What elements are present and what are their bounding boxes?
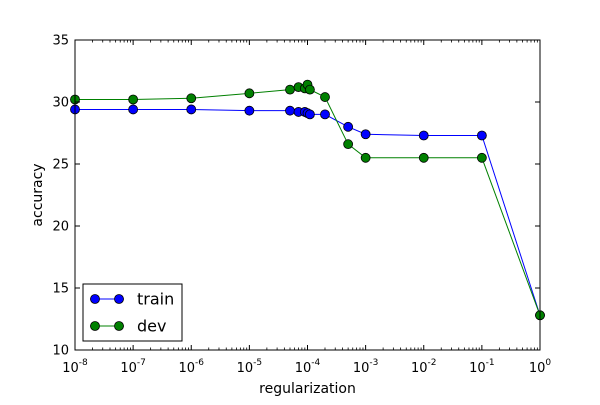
y-tick-label: 35 [52, 34, 69, 49]
x-axis-label: regularization [259, 381, 356, 397]
data-point-1-13 [476, 152, 487, 163]
data-point-1-8 [305, 84, 315, 95]
data-point-1-4 [285, 84, 295, 95]
y-axis-label: accuracy [30, 163, 46, 226]
data-point-1-10 [343, 139, 354, 150]
data-point-0-4 [285, 105, 295, 116]
data-point-0-9 [320, 109, 330, 120]
data-point-0-1 [128, 104, 139, 115]
y-tick-label: 25 [52, 158, 69, 173]
x-tick-label: 10-3 [353, 358, 379, 376]
x-tick-label: 10-5 [237, 358, 263, 376]
y-tick-label: 15 [52, 282, 69, 297]
data-point-1-11 [360, 152, 371, 163]
legend: train dev [82, 283, 183, 342]
legend-marker-1 [90, 321, 100, 331]
legend-marker-1 [114, 321, 124, 331]
x-tick-label: 10-7 [120, 358, 146, 376]
x-axis-ticks: 10-8 10-7 10-6 10-5 10-4 10-3 10-2 10-1 100 [62, 40, 551, 376]
data-point-0-2 [186, 104, 197, 115]
data-point-1-12 [418, 152, 429, 163]
y-tick-label: 20 [52, 220, 69, 235]
legend-box [82, 283, 183, 342]
data-point-0-13 [476, 130, 487, 141]
data-point-0-11 [360, 129, 371, 140]
series-line-1 [75, 83, 541, 316]
data-point-1-9 [320, 92, 330, 102]
legend-marker-0 [114, 294, 124, 304]
x-tick-label: 100 [529, 358, 552, 376]
y-tick-label: 30 [52, 96, 69, 111]
legend-label-0: train [137, 290, 174, 309]
x-tick-label: 10-1 [469, 358, 495, 376]
data-point-0-8 [305, 109, 315, 120]
x-tick-label: 10-4 [295, 358, 321, 376]
x-tick-label: 10-2 [411, 358, 437, 376]
data-point-0-10 [343, 121, 354, 132]
data-point-0-12 [418, 130, 429, 141]
y-axis-ticks: 10 15 20 25 30 35 [52, 34, 540, 359]
data-point-1-3 [244, 88, 255, 99]
y-tick-label: 10 [52, 344, 69, 359]
chart-marks [70, 79, 545, 321]
data-point-0-3 [244, 105, 255, 116]
legend-marker-0 [90, 294, 100, 304]
x-tick-label: 10-8 [62, 358, 88, 376]
data-point-1-2 [186, 93, 197, 104]
legend-label-1: dev [137, 317, 166, 336]
data-point-1-1 [128, 94, 139, 105]
x-tick-label: 10-6 [178, 358, 204, 376]
